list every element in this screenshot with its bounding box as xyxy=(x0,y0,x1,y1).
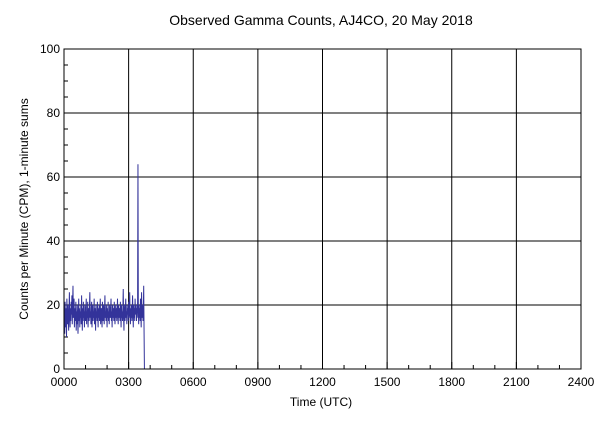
y-tick-label-4: 80 xyxy=(47,106,61,120)
x-tick-label-5: 1500 xyxy=(374,375,401,389)
x-tick-label-7: 2100 xyxy=(503,375,530,389)
x-axis-ticks xyxy=(63,362,582,369)
x-axis-label: Time (UTC) xyxy=(290,395,352,409)
x-axis-tick-labels: 0000 0300 0600 0900 1200 1500 1800 2100 2400 xyxy=(51,375,595,389)
x-tick-label-6: 1800 xyxy=(438,375,465,389)
chart-title: Observed Gamma Counts, AJ4CO, 20 May 201… xyxy=(169,12,473,28)
y-tick-label-3: 60 xyxy=(47,170,61,184)
x-tick-label-4: 1200 xyxy=(309,375,336,389)
y-tick-label-5: 100 xyxy=(40,42,60,56)
series-group xyxy=(63,164,145,370)
y-tick-label-2: 40 xyxy=(47,234,61,248)
y-axis-label: Counts per Minute (CPM), 1-minute sums xyxy=(17,98,31,319)
y-axis-tick-labels: 0 20 40 60 80 100 xyxy=(40,42,60,376)
series-line-0 xyxy=(63,164,145,370)
x-tick-label-2: 0600 xyxy=(180,375,207,389)
y-tick-label-1: 20 xyxy=(47,298,61,312)
plot-frame xyxy=(63,48,582,370)
x-tick-label-0: 0000 xyxy=(51,375,78,389)
x-tick-label-1: 0300 xyxy=(115,375,142,389)
y-tick-label-0: 0 xyxy=(53,362,60,376)
x-tick-label-3: 0900 xyxy=(245,375,272,389)
x-tick-label-8: 2400 xyxy=(568,375,595,389)
